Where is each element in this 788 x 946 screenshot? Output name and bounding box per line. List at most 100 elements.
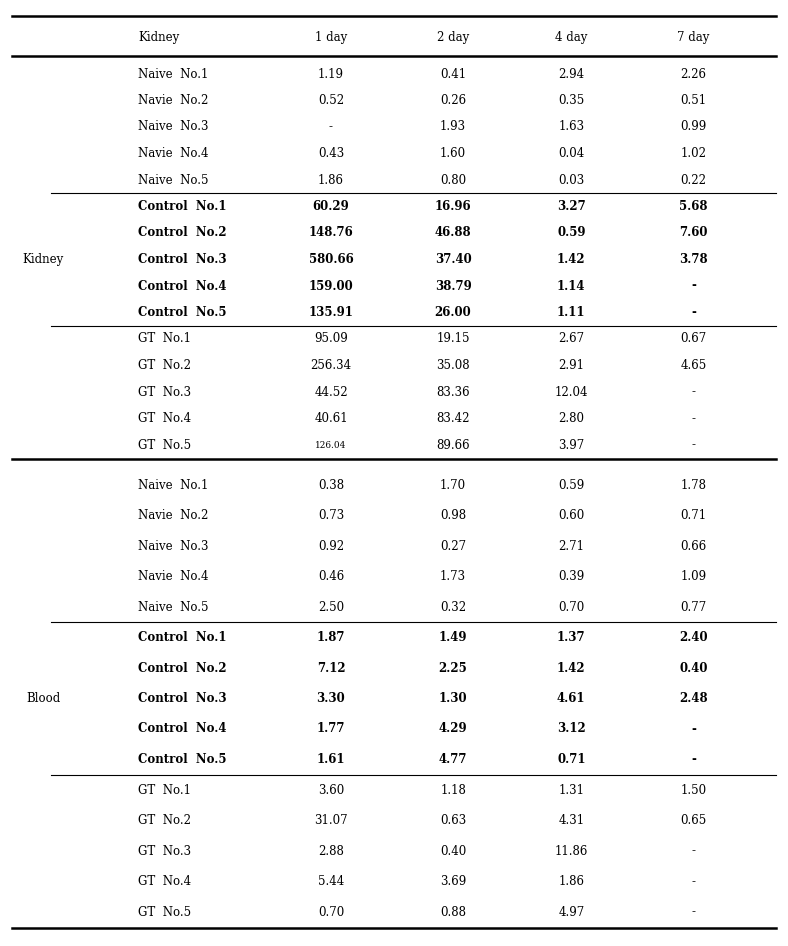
Text: 1.60: 1.60 xyxy=(440,147,466,160)
Text: 37.40: 37.40 xyxy=(435,253,471,266)
Text: 83.42: 83.42 xyxy=(437,412,470,425)
Text: 1.93: 1.93 xyxy=(440,120,466,133)
Text: 60.29: 60.29 xyxy=(313,200,349,213)
Text: Navie  No.2: Navie No.2 xyxy=(138,94,208,107)
Text: 1.31: 1.31 xyxy=(559,783,584,797)
Text: 256.34: 256.34 xyxy=(310,359,351,372)
Text: 46.88: 46.88 xyxy=(435,226,471,239)
Text: Control  No.1: Control No.1 xyxy=(138,631,226,644)
Text: Control  No.4: Control No.4 xyxy=(138,723,226,735)
Text: 83.36: 83.36 xyxy=(437,386,470,398)
Text: 0.40: 0.40 xyxy=(440,845,466,857)
Text: 148.76: 148.76 xyxy=(309,226,353,239)
Text: 3.30: 3.30 xyxy=(317,692,345,705)
Text: 2.40: 2.40 xyxy=(679,631,708,644)
Text: -: - xyxy=(691,875,696,888)
Text: 4.29: 4.29 xyxy=(439,723,467,735)
Text: Control  No.5: Control No.5 xyxy=(138,753,226,766)
Text: 11.86: 11.86 xyxy=(555,845,588,857)
Text: 16.96: 16.96 xyxy=(435,200,471,213)
Text: Control  No.4: Control No.4 xyxy=(138,279,226,292)
Text: GT  No.5: GT No.5 xyxy=(138,905,191,919)
Text: 3.60: 3.60 xyxy=(318,783,344,797)
Text: 0.41: 0.41 xyxy=(440,67,466,80)
Text: GT  No.5: GT No.5 xyxy=(138,439,191,451)
Text: -: - xyxy=(691,386,696,398)
Text: 1.86: 1.86 xyxy=(559,875,584,888)
Text: 2.26: 2.26 xyxy=(681,67,706,80)
Text: 0.70: 0.70 xyxy=(318,905,344,919)
Text: 7 day: 7 day xyxy=(677,30,710,44)
Text: 4.97: 4.97 xyxy=(558,905,585,919)
Text: 0.51: 0.51 xyxy=(680,94,707,107)
Text: 2.80: 2.80 xyxy=(559,412,584,425)
Text: 1.18: 1.18 xyxy=(440,783,466,797)
Text: 580.66: 580.66 xyxy=(309,253,353,266)
Text: 0.92: 0.92 xyxy=(318,539,344,552)
Text: 2 day: 2 day xyxy=(437,30,469,44)
Text: Naive  No.1: Naive No.1 xyxy=(138,479,208,492)
Text: 0.52: 0.52 xyxy=(318,94,344,107)
Text: 35.08: 35.08 xyxy=(437,359,470,372)
Text: 0.71: 0.71 xyxy=(557,753,585,766)
Text: 1.87: 1.87 xyxy=(317,631,345,644)
Text: 0.26: 0.26 xyxy=(440,94,466,107)
Text: 1.73: 1.73 xyxy=(440,570,466,583)
Text: 1.61: 1.61 xyxy=(317,753,345,766)
Text: GT  No.1: GT No.1 xyxy=(138,783,191,797)
Text: 2.94: 2.94 xyxy=(558,67,585,80)
Text: -: - xyxy=(691,439,696,451)
Text: 0.63: 0.63 xyxy=(440,814,466,827)
Text: 1.70: 1.70 xyxy=(440,479,466,492)
Text: 0.27: 0.27 xyxy=(440,539,466,552)
Text: 1.02: 1.02 xyxy=(681,147,706,160)
Text: 7.60: 7.60 xyxy=(679,226,708,239)
Text: 0.80: 0.80 xyxy=(440,173,466,186)
Text: 38.79: 38.79 xyxy=(435,279,471,292)
Text: 95.09: 95.09 xyxy=(314,332,348,345)
Text: 0.67: 0.67 xyxy=(680,332,707,345)
Text: 1 day: 1 day xyxy=(315,30,347,44)
Text: 1.11: 1.11 xyxy=(557,306,585,319)
Text: 1.14: 1.14 xyxy=(557,279,585,292)
Text: 1.30: 1.30 xyxy=(439,692,467,705)
Text: 0.65: 0.65 xyxy=(680,814,707,827)
Text: 0.59: 0.59 xyxy=(558,479,585,492)
Text: 0.22: 0.22 xyxy=(681,173,706,186)
Text: 0.70: 0.70 xyxy=(558,601,585,614)
Text: 0.38: 0.38 xyxy=(318,479,344,492)
Text: 4.77: 4.77 xyxy=(439,753,467,766)
Text: 159.00: 159.00 xyxy=(309,279,353,292)
Text: Kidney: Kidney xyxy=(138,30,179,44)
Text: 0.77: 0.77 xyxy=(680,601,707,614)
Text: 1.19: 1.19 xyxy=(318,67,344,80)
Text: -: - xyxy=(329,120,333,133)
Text: 0.32: 0.32 xyxy=(440,601,466,614)
Text: 0.03: 0.03 xyxy=(558,173,585,186)
Text: Navie  No.4: Navie No.4 xyxy=(138,570,208,583)
Text: Naive  No.5: Naive No.5 xyxy=(138,173,208,186)
Text: 4.61: 4.61 xyxy=(557,692,585,705)
Text: -: - xyxy=(691,306,696,319)
Text: 1.78: 1.78 xyxy=(681,479,706,492)
Text: 5.44: 5.44 xyxy=(318,875,344,888)
Text: 1.86: 1.86 xyxy=(318,173,344,186)
Text: 3.97: 3.97 xyxy=(558,439,585,451)
Text: 44.52: 44.52 xyxy=(314,386,348,398)
Text: Naive  No.5: Naive No.5 xyxy=(138,601,208,614)
Text: GT  No.1: GT No.1 xyxy=(138,332,191,345)
Text: 1.77: 1.77 xyxy=(317,723,345,735)
Text: 2.67: 2.67 xyxy=(558,332,585,345)
Text: 12.04: 12.04 xyxy=(555,386,588,398)
Text: 31.07: 31.07 xyxy=(314,814,348,827)
Text: Navie  No.2: Navie No.2 xyxy=(138,509,208,522)
Text: -: - xyxy=(691,753,696,766)
Text: 3.78: 3.78 xyxy=(679,253,708,266)
Text: 0.59: 0.59 xyxy=(557,226,585,239)
Text: -: - xyxy=(691,412,696,425)
Text: 89.66: 89.66 xyxy=(437,439,470,451)
Text: Control  No.2: Control No.2 xyxy=(138,661,226,674)
Text: Control  No.3: Control No.3 xyxy=(138,692,226,705)
Text: Naive  No.3: Naive No.3 xyxy=(138,539,208,552)
Text: -: - xyxy=(691,723,696,735)
